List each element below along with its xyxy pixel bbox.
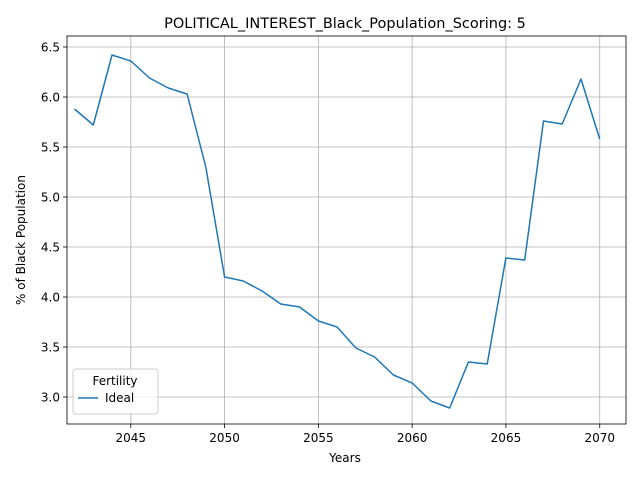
y-tick-label: 4.5 [41,241,60,255]
y-tick-label: 4.0 [41,291,60,305]
y-axis-title: % of Black Population [14,175,28,305]
x-tick-label: 2045 [116,431,147,445]
x-axis-ticks: 2045 2050 2055 2060 2065 2070 [116,424,615,445]
y-tick-label: 5.5 [41,141,60,155]
y-axis-ticks: 3.0 3.5 4.0 4.5 5.0 5.5 6.0 6.5 [41,41,67,405]
y-tick-label: 6.0 [41,91,60,105]
y-tick-label: 3.5 [41,341,60,355]
legend: Fertility Ideal [72,368,159,415]
legend-entry-ideal: Ideal [105,391,134,405]
series-line-ideal [74,54,601,409]
legend-box [72,368,159,415]
x-tick-label: 2070 [584,431,615,445]
y-tick-label: 6.5 [41,41,60,55]
x-tick-label: 2065 [491,431,522,445]
series-layer [74,54,601,409]
y-tick-label: 3.0 [41,391,60,405]
x-tick-label: 2050 [209,431,240,445]
plot-frame [66,35,627,425]
x-tick-label: 2060 [397,431,428,445]
y-tick-label: 5.0 [41,191,60,205]
legend-title: Fertility [92,374,137,388]
grid-lines [67,36,626,424]
chart-title: POLITICAL_INTEREST_Black_Population_Scor… [164,16,526,32]
x-axis-title: Years [328,451,361,465]
x-tick-label: 2055 [303,431,334,445]
